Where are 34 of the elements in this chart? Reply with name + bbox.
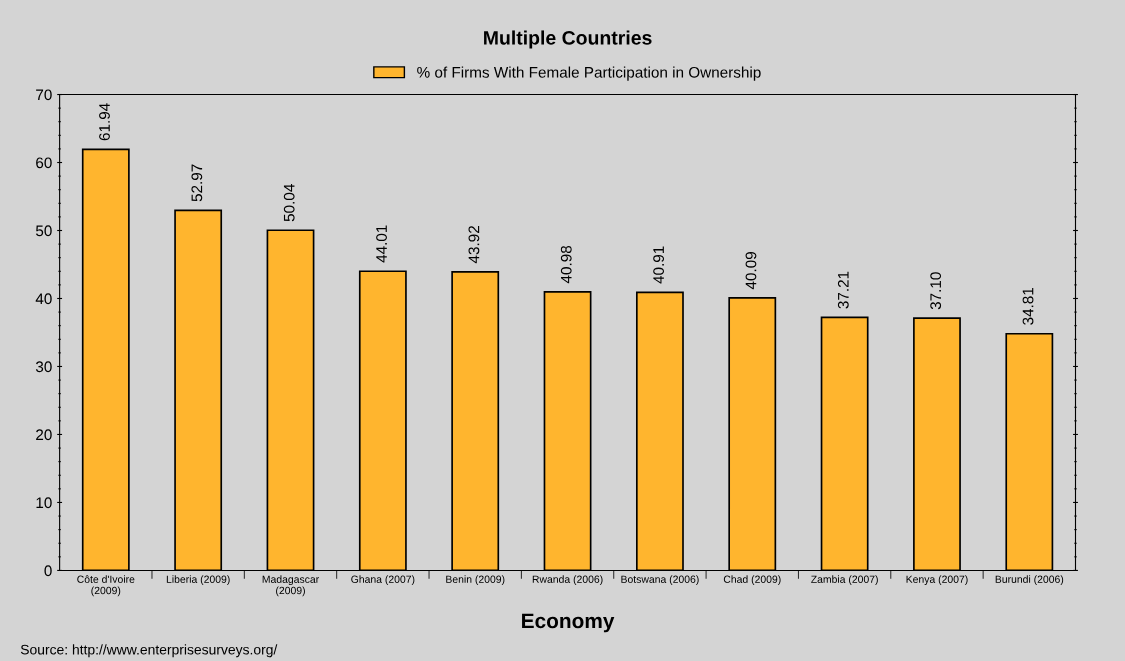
y-tick-label: 70 [36, 89, 52, 101]
data-label: 50.04 [283, 184, 295, 222]
x-tick-label: Côte d'Ivoire (2009) [77, 575, 135, 597]
y-tick-label: 10 [36, 497, 52, 509]
data-label: 40.09 [745, 252, 757, 290]
data-label: 34.81 [1022, 287, 1034, 325]
x-tick-label: Ghana (2007) [351, 575, 415, 586]
legend-label: % of Firms With Female Participation in Ownership [417, 66, 761, 81]
data-label: 43.92 [468, 226, 480, 264]
y-tick-label: 30 [35, 361, 52, 373]
x-tick-label: Zambia (2007) [811, 575, 878, 586]
source-note: Source: http://www.enterprisesurveys.org/ [20, 644, 278, 658]
x-tick-label: Chad (2009) [723, 575, 781, 586]
x-tick-label: Rwanda (2006) [532, 575, 603, 586]
chart-title: Multiple Countries [484, 30, 652, 49]
data-label: 44.01 [376, 225, 387, 263]
data-label: 40.91 [653, 246, 665, 284]
data-label: 61.94 [99, 103, 110, 141]
x-tick-label: Benin (2009) [446, 575, 505, 586]
y-tick-label: 0 [44, 565, 52, 577]
x-tick-label: Botswana (2006) [621, 575, 699, 586]
data-label: 52.97 [191, 164, 203, 202]
x-tick-label: Burundi (2006) [995, 575, 1064, 586]
y-tick-label: 20 [36, 429, 52, 441]
x-axis-title: Economy [522, 613, 615, 633]
y-tick-label: 60 [36, 157, 52, 169]
x-tick-label: Madagascar (2009) [262, 575, 319, 597]
y-tick-label: 50 [35, 225, 52, 237]
y-tick-label: 40 [35, 293, 52, 305]
data-label: 37.10 [930, 272, 942, 310]
x-tick-label: Kenya (2007) [906, 575, 968, 586]
data-label: 40.98 [560, 245, 572, 284]
data-label: 37.21 [837, 271, 849, 309]
x-tick-label: Liberia (2009) [166, 575, 230, 586]
